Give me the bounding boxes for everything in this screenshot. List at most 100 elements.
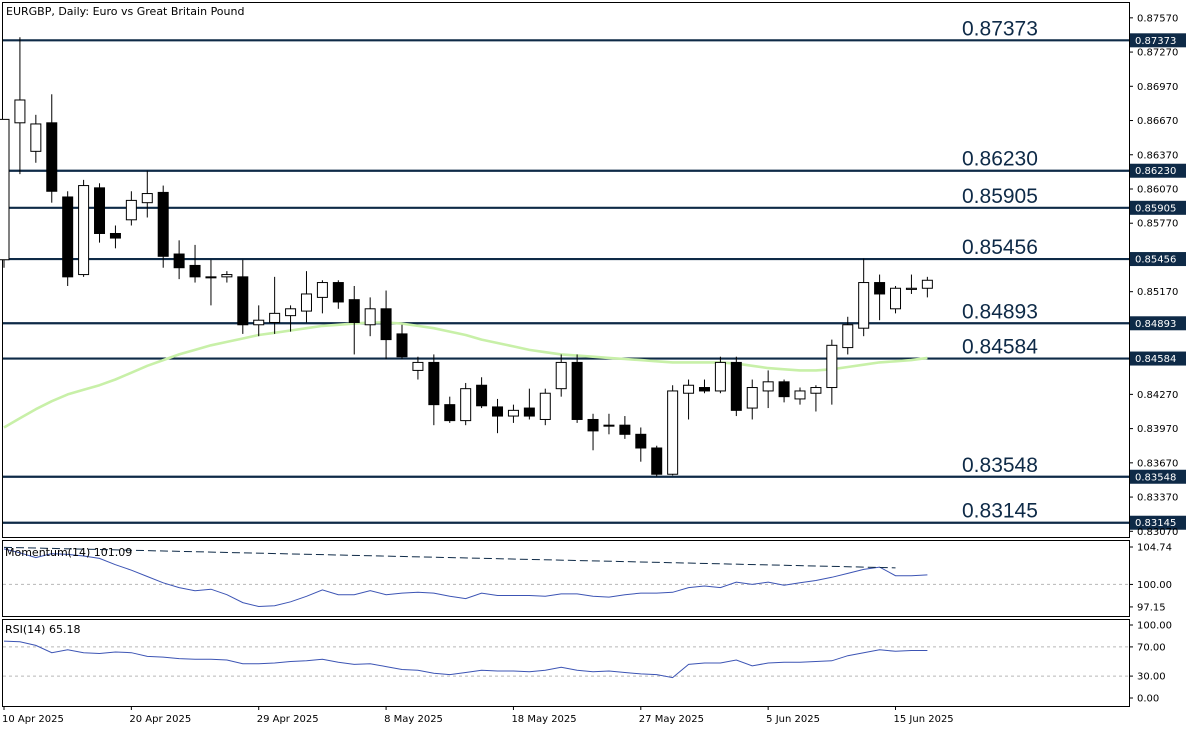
price-tick-label: 0.86670 <box>1137 116 1178 127</box>
candle-bear <box>237 276 249 326</box>
candle-bear <box>571 361 583 420</box>
momentum-label: Momentum(14) 101.09 <box>5 546 132 559</box>
level-price-tag-text: 0.85456 <box>1135 255 1176 266</box>
level-price-tag-text: 0.87373 <box>1135 36 1176 47</box>
rsi-panel-frame <box>2 619 1130 707</box>
candle-bear <box>587 418 599 432</box>
candle-bear <box>46 122 58 192</box>
level-price-tag-text: 0.85905 <box>1135 203 1176 214</box>
level-price-tag <box>1130 351 1186 366</box>
candle-bear <box>476 384 488 407</box>
candle-bear <box>189 264 201 278</box>
price-tick-label: 0.87570 <box>1137 13 1178 24</box>
candle-bear <box>173 253 185 269</box>
level-price-tag-text: 0.86230 <box>1135 166 1176 177</box>
rsi-label: RSI(14) 65.18 <box>5 623 80 636</box>
candle-bull <box>30 123 42 152</box>
level-price-tag <box>1130 469 1186 484</box>
moving-average <box>3 321 928 429</box>
candle-bull <box>253 319 265 326</box>
candle-bull <box>858 282 870 329</box>
level-price-tag <box>1130 200 1186 215</box>
time-tick-label: 15 Jun 2025 <box>894 714 954 725</box>
rsi-line <box>3 640 928 679</box>
main-panel-frame <box>2 2 1130 538</box>
candle-bull <box>667 390 679 475</box>
level-label: 0.86230 <box>962 148 1038 171</box>
candle-bear <box>492 406 504 417</box>
candle-bear <box>444 404 456 422</box>
price-tick-label: 0.85170 <box>1137 287 1178 298</box>
candle-bear <box>62 196 74 278</box>
price-tick-label: 0.83670 <box>1137 458 1178 469</box>
candle-bear <box>730 361 742 411</box>
level-label: 0.85905 <box>962 185 1038 208</box>
price-tick-label: 0.85770 <box>1137 219 1178 230</box>
price-tick-label: 0.83970 <box>1137 424 1178 435</box>
candle-bull <box>460 388 472 422</box>
candle-bear <box>157 191 169 257</box>
candle-bull <box>285 308 297 317</box>
time-tick-label: 29 Apr 2025 <box>257 714 319 725</box>
momentum-indicator: 104.74 100.00 97.15 <box>3 543 1172 613</box>
candle-bear <box>348 299 360 323</box>
candle-bear <box>94 187 106 234</box>
level-price-tag <box>1130 316 1186 331</box>
candle-bull <box>300 293 312 312</box>
level-label: 0.83548 <box>962 454 1038 477</box>
candle-bull <box>205 276 217 279</box>
candle-bear <box>109 232 121 239</box>
price-tick-label: 0.86970 <box>1137 82 1178 93</box>
level-price-tag <box>1130 515 1186 530</box>
time-tick-label: 8 May 2025 <box>384 714 443 725</box>
candle-bull <box>316 282 328 298</box>
candle-bull <box>826 344 838 389</box>
ma-line <box>3 321 928 429</box>
candle-bull <box>603 424 615 427</box>
level-price-tag <box>1130 252 1186 267</box>
candle-bear <box>651 447 663 475</box>
momentum-line <box>3 548 928 608</box>
price-tick-label: 0.83070 <box>1137 527 1178 538</box>
time-tick-label: 20 Apr 2025 <box>129 714 191 725</box>
candle-bull <box>746 387 758 409</box>
candle-bull <box>905 287 917 290</box>
price-tick-label: 0.86370 <box>1137 150 1178 161</box>
level-price-tag-text: 0.84584 <box>1135 354 1176 365</box>
candle-bear <box>332 282 344 303</box>
price-axis: 0.87570 0.87270 0.86970 0.86670 0.86370 0.860… <box>1129 13 1178 538</box>
level-price-tag-text: 0.84893 <box>1135 319 1176 330</box>
candle-bull <box>125 199 137 221</box>
time-tick-label: 10 Apr 2025 <box>2 714 64 725</box>
rsi-tick-label: 100.00 <box>1137 621 1172 632</box>
candle-bull <box>810 387 822 394</box>
candle-bear <box>874 282 886 295</box>
candle-bear <box>428 361 440 406</box>
candle-bear <box>778 381 790 398</box>
price-tick-label: 0.84270 <box>1137 390 1178 401</box>
candle-bull <box>555 361 567 390</box>
candle-bull <box>78 185 90 276</box>
candle-bull <box>714 361 726 392</box>
candle-bull <box>364 308 376 326</box>
level-label: 0.87373 <box>962 17 1038 40</box>
rsi-indicator: 100.00 70.00 30.00 0.00 <box>3 621 1172 705</box>
candle-bull <box>507 409 519 417</box>
level-price-tag-text: 0.83548 <box>1135 472 1176 483</box>
candle-bull <box>269 312 281 323</box>
price-tick-label: 0.87270 <box>1137 48 1178 59</box>
time-axis: 10 Apr 2025 20 Apr 2025 29 Apr 2025 8 May 2… <box>2 706 954 725</box>
candle-bull <box>794 390 806 400</box>
candle-bull <box>921 279 933 289</box>
price-tick-label: 0.86070 <box>1137 184 1178 195</box>
level-label: 0.85456 <box>962 236 1038 259</box>
rsi-tick-label: 0.00 <box>1137 694 1159 705</box>
momentum-tick-label: 97.15 <box>1137 602 1166 613</box>
candle-bull <box>539 392 551 420</box>
candle-bear <box>698 387 710 392</box>
candle-bear <box>396 333 408 358</box>
candle-bull <box>412 361 424 371</box>
candle-bear <box>619 424 631 435</box>
rsi-tick-label: 70.00 <box>1137 642 1166 653</box>
